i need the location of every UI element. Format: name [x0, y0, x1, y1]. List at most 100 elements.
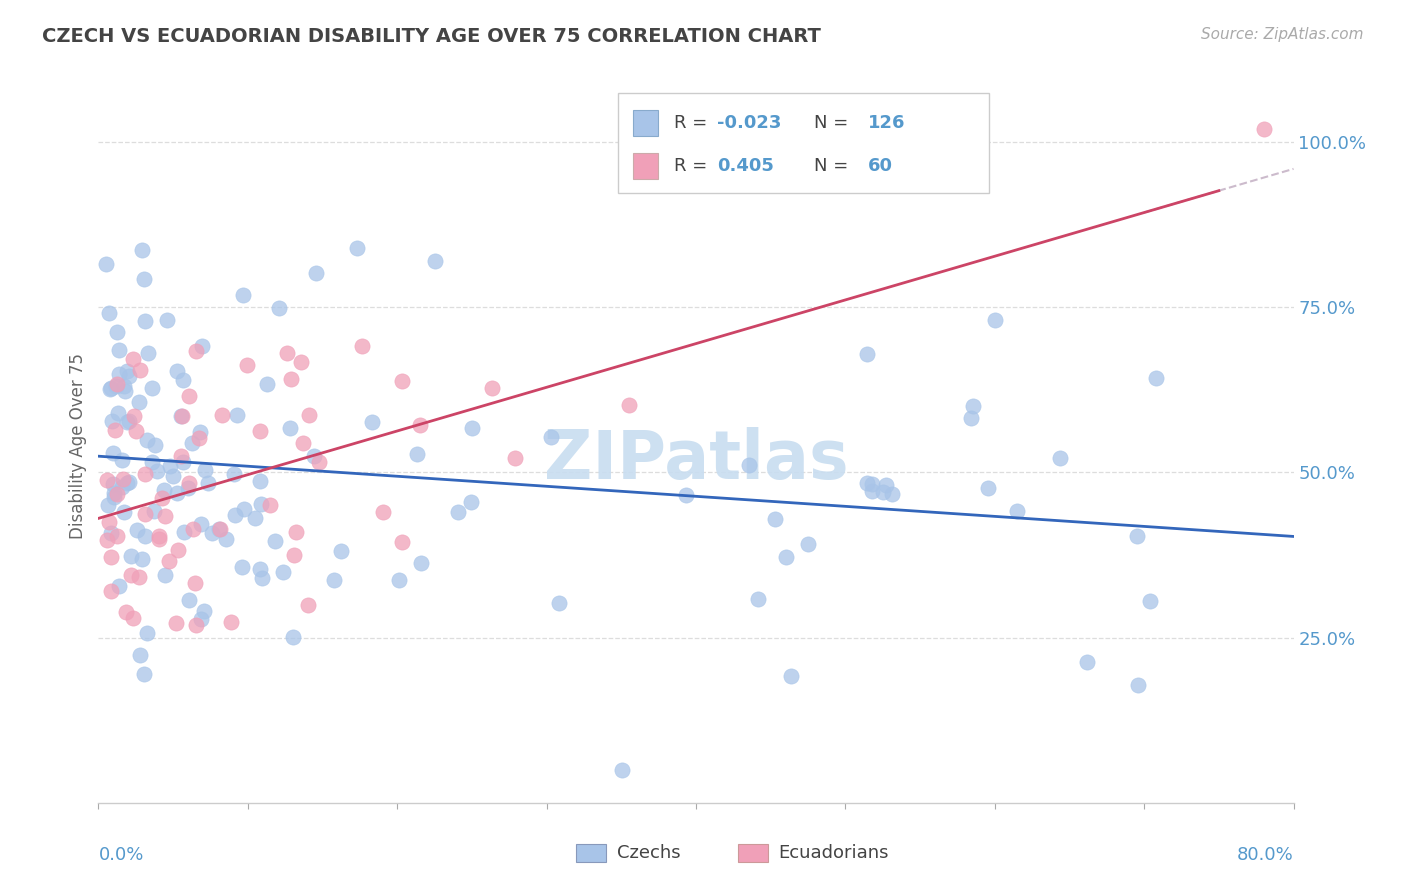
- Point: [101, 446, 124, 460]
- Point: [190, 517, 212, 532]
- FancyBboxPatch shape: [619, 93, 988, 193]
- Text: 0.405: 0.405: [717, 157, 775, 175]
- Point: [1139, 593, 1161, 607]
- Point: [121, 351, 143, 366]
- Point: [122, 409, 145, 423]
- Point: [104, 423, 127, 437]
- Point: [211, 408, 233, 422]
- Point: [283, 549, 305, 563]
- Point: [120, 568, 142, 582]
- Point: [1144, 370, 1167, 384]
- Point: [215, 532, 238, 546]
- Point: [976, 481, 998, 495]
- Point: [98, 382, 121, 396]
- Point: [155, 312, 177, 326]
- Point: [190, 611, 212, 625]
- Point: [115, 476, 138, 491]
- Point: [148, 533, 170, 547]
- Point: [481, 381, 503, 395]
- Point: [142, 503, 165, 517]
- Point: [115, 605, 138, 619]
- Point: [157, 553, 180, 567]
- Point: [184, 618, 207, 632]
- Point: [167, 542, 190, 557]
- Point: [107, 368, 129, 382]
- Point: [1076, 655, 1098, 669]
- Point: [297, 598, 319, 612]
- Text: Ecuadorians: Ecuadorians: [779, 844, 889, 862]
- Point: [97, 306, 120, 320]
- Point: [193, 604, 215, 618]
- Point: [188, 431, 211, 445]
- Point: [105, 376, 128, 391]
- Point: [115, 415, 138, 429]
- Text: Czechs: Czechs: [617, 844, 681, 862]
- Point: [1253, 121, 1275, 136]
- Point: [280, 421, 302, 435]
- Point: [170, 409, 193, 424]
- Point: [797, 537, 820, 551]
- Point: [225, 409, 247, 423]
- Point: [103, 486, 125, 500]
- Point: [197, 475, 219, 490]
- Point: [162, 468, 184, 483]
- Point: [172, 454, 194, 468]
- Point: [323, 573, 346, 587]
- Point: [856, 476, 879, 491]
- Point: [960, 411, 983, 425]
- Point: [100, 525, 122, 540]
- Text: CZECH VS ECUADORIAN DISABILITY AGE OVER 75 CORRELATION CHART: CZECH VS ECUADORIAN DISABILITY AGE OVER …: [42, 27, 821, 45]
- Point: [224, 467, 246, 481]
- Point: [409, 556, 432, 570]
- Point: [183, 522, 205, 536]
- Point: [983, 313, 1005, 327]
- Point: [136, 625, 159, 640]
- Point: [747, 591, 769, 606]
- Point: [186, 344, 208, 359]
- Text: N =: N =: [814, 114, 855, 132]
- Point: [134, 529, 156, 543]
- Point: [177, 593, 200, 607]
- Point: [118, 368, 141, 383]
- Point: [302, 449, 325, 463]
- Point: [134, 313, 156, 327]
- Point: [105, 325, 128, 339]
- Point: [267, 301, 290, 315]
- Point: [131, 243, 153, 257]
- Text: N =: N =: [814, 157, 855, 175]
- Point: [249, 425, 271, 439]
- Point: [856, 347, 879, 361]
- Point: [128, 395, 150, 409]
- Point: [120, 549, 142, 564]
- Point: [388, 573, 411, 587]
- Point: [101, 414, 124, 428]
- Point: [111, 452, 134, 467]
- Point: [1128, 678, 1150, 692]
- Point: [224, 508, 246, 522]
- Point: [232, 288, 254, 302]
- Point: [352, 338, 374, 352]
- Point: [860, 484, 883, 499]
- Point: [249, 474, 271, 488]
- Point: [208, 522, 231, 536]
- Point: [872, 485, 894, 500]
- Point: [129, 362, 152, 376]
- Point: [184, 575, 207, 590]
- Text: 0.0%: 0.0%: [98, 846, 143, 863]
- Point: [346, 241, 368, 255]
- Point: [131, 552, 153, 566]
- Point: [153, 483, 176, 497]
- Point: [118, 475, 141, 489]
- Point: [298, 408, 321, 422]
- Point: [132, 666, 155, 681]
- Point: [617, 398, 640, 412]
- Point: [290, 355, 312, 369]
- Point: [112, 472, 135, 486]
- Point: [107, 406, 129, 420]
- Point: [860, 476, 883, 491]
- Point: [371, 505, 394, 519]
- Point: [112, 505, 135, 519]
- Point: [136, 346, 159, 360]
- Point: [179, 475, 201, 490]
- Point: [249, 561, 271, 575]
